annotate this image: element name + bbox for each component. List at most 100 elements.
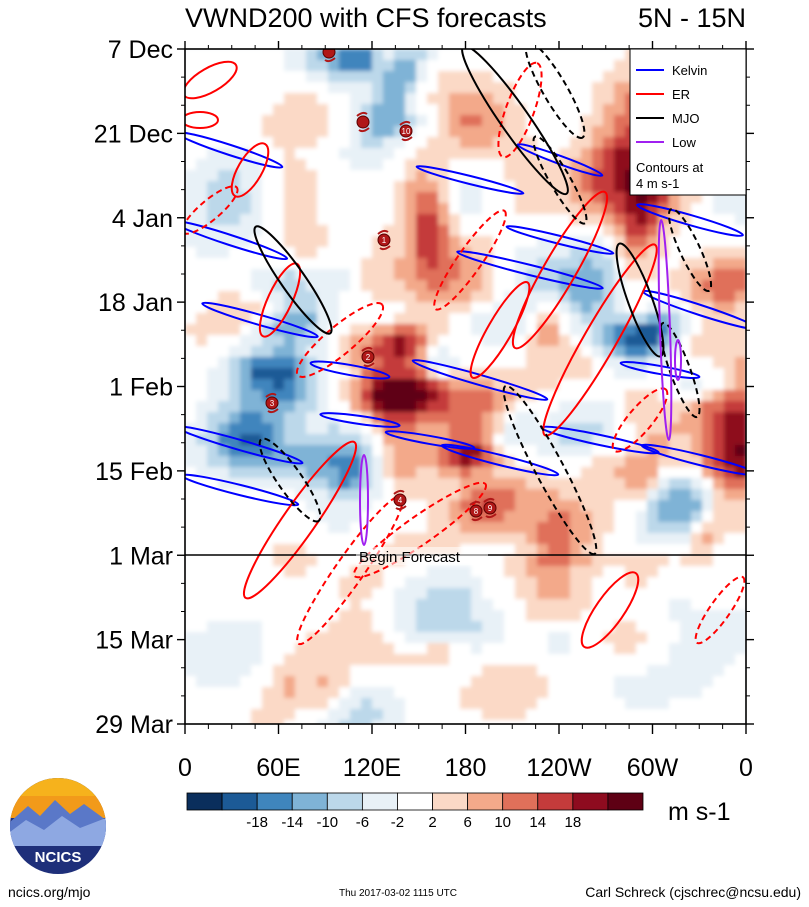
field-cell [702,467,714,479]
field-cell [405,643,417,655]
field-cell [636,511,648,523]
field-cell [702,236,714,248]
field-cell [669,258,681,270]
field-cell [559,335,571,347]
field-cell [603,126,615,138]
field-cell [383,533,395,545]
field-cell [416,643,428,655]
field-cell [713,511,725,523]
field-cell [339,533,351,545]
field-cell [647,456,659,468]
field-cell [438,478,450,490]
field-cell [273,654,285,666]
field-cell [416,258,428,270]
field-cell [416,676,428,688]
field-cell [559,126,571,138]
field-cell [735,379,746,391]
field-cell [339,335,351,347]
field-cell [185,313,197,325]
field-cell [581,610,593,622]
field-cell [548,588,560,600]
field-cell [350,269,362,281]
field-cell [713,698,725,710]
field-cell [328,709,340,721]
field-cell [240,357,252,369]
field-cell [735,302,746,314]
field-cell [493,467,505,479]
field-cell [306,148,318,160]
field-cell [581,104,593,116]
field-cell [185,456,197,468]
field-cell [482,357,494,369]
field-cell [284,357,296,369]
field-cell [207,698,219,710]
field-cell [658,247,670,259]
field-cell [273,533,285,545]
field-cell [581,687,593,699]
field-cell [295,676,307,688]
field-cell [460,71,472,83]
field-cell [185,720,197,724]
field-cell [284,192,296,204]
field-cell [284,236,296,248]
field-cell [284,137,296,149]
field-cell [284,577,296,589]
er-contour [242,440,358,600]
field-cell [735,566,746,578]
field-cell [229,324,241,336]
field-cell [647,687,659,699]
field-cell [438,566,450,578]
field-cell [724,434,736,446]
field-cell [416,533,428,545]
field-cell [713,423,725,435]
field-cell [306,654,318,666]
field-cell [658,654,670,666]
field-cell [350,170,362,182]
field-cell [449,632,461,644]
field-cell [471,49,483,61]
field-cell [449,401,461,413]
field-cell [218,126,230,138]
field-cell [482,71,494,83]
field-cell [680,676,692,688]
field-cell [647,434,659,446]
field-cell [559,181,571,193]
field-cell [372,71,384,83]
field-cell [504,203,516,215]
field-cell [658,302,670,314]
field-cell [185,236,197,248]
field-cell [504,709,516,721]
field-cell [185,357,197,369]
field-cell [493,533,505,545]
field-cell [735,225,746,237]
tc-marker-arm [399,120,411,126]
field-cell [251,357,263,369]
field-cell [317,654,329,666]
field-cell [405,467,417,479]
field-cell [416,93,428,105]
field-cell [537,588,549,600]
field-cell [427,181,439,193]
field-cell [570,676,582,688]
field-cell [691,324,703,336]
field-cell [449,192,461,204]
field-cell [504,247,516,259]
field-cell [185,368,197,380]
field-cell [229,368,241,380]
tc-marker-body [469,504,483,518]
field-cell [383,104,395,116]
field-cell [691,258,703,270]
field-cell [658,313,670,325]
field-cell [482,104,494,116]
logo-text: NCICS [35,849,82,866]
field-cell [680,643,692,655]
field-cell [603,346,615,358]
field-cell [504,599,516,611]
field-cell [317,533,329,545]
field-cell [262,665,274,677]
field-cell [735,456,746,468]
field-cell [405,709,417,721]
field-cell [306,269,318,281]
colorbar: -18 -14 -10 -6 -2 2 6 10 14 18 [186,792,644,831]
field-cell [702,324,714,336]
